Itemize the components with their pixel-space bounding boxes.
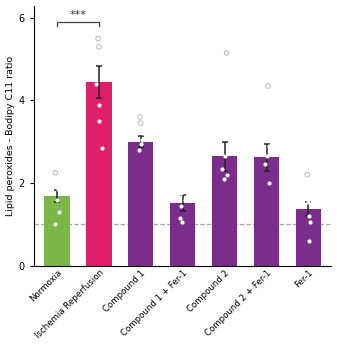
Bar (170, 203, 195, 265)
Point (262, 133, 267, 138)
Point (224, 50, 229, 56)
Point (222, 153, 228, 159)
Point (178, 191, 184, 196)
Bar (254, 157, 279, 265)
Point (54, 197, 59, 202)
Text: ***: *** (69, 10, 86, 20)
Bar (128, 142, 153, 265)
Point (95, 36, 101, 41)
Point (140, 131, 145, 136)
Y-axis label: Lipid peroxides - Bodipy C11 ratio: Lipid peroxides - Bodipy C11 ratio (5, 55, 14, 216)
Point (56, 186, 61, 192)
Point (306, 199, 311, 204)
Point (137, 147, 142, 153)
Bar (212, 156, 237, 265)
Point (267, 180, 272, 186)
Point (224, 172, 230, 177)
Bar (86, 82, 112, 265)
Point (96, 44, 101, 49)
Bar (296, 209, 321, 265)
Point (179, 203, 184, 209)
Point (179, 219, 185, 225)
Point (139, 137, 145, 143)
Point (138, 120, 143, 126)
Point (99, 145, 104, 151)
Point (53, 170, 58, 175)
Point (307, 219, 313, 225)
Point (182, 197, 188, 202)
Point (56, 209, 61, 215)
Point (96, 118, 102, 124)
Point (305, 172, 310, 177)
Point (219, 166, 224, 171)
Point (306, 238, 311, 244)
Point (52, 221, 57, 227)
Point (178, 215, 183, 221)
Point (94, 81, 99, 87)
Point (96, 102, 102, 107)
Point (262, 162, 268, 167)
Bar (44, 196, 70, 265)
Point (138, 141, 144, 147)
Point (266, 143, 272, 149)
Point (264, 153, 270, 159)
Point (137, 114, 143, 120)
Point (222, 176, 227, 182)
Point (266, 83, 271, 89)
Point (307, 213, 312, 219)
